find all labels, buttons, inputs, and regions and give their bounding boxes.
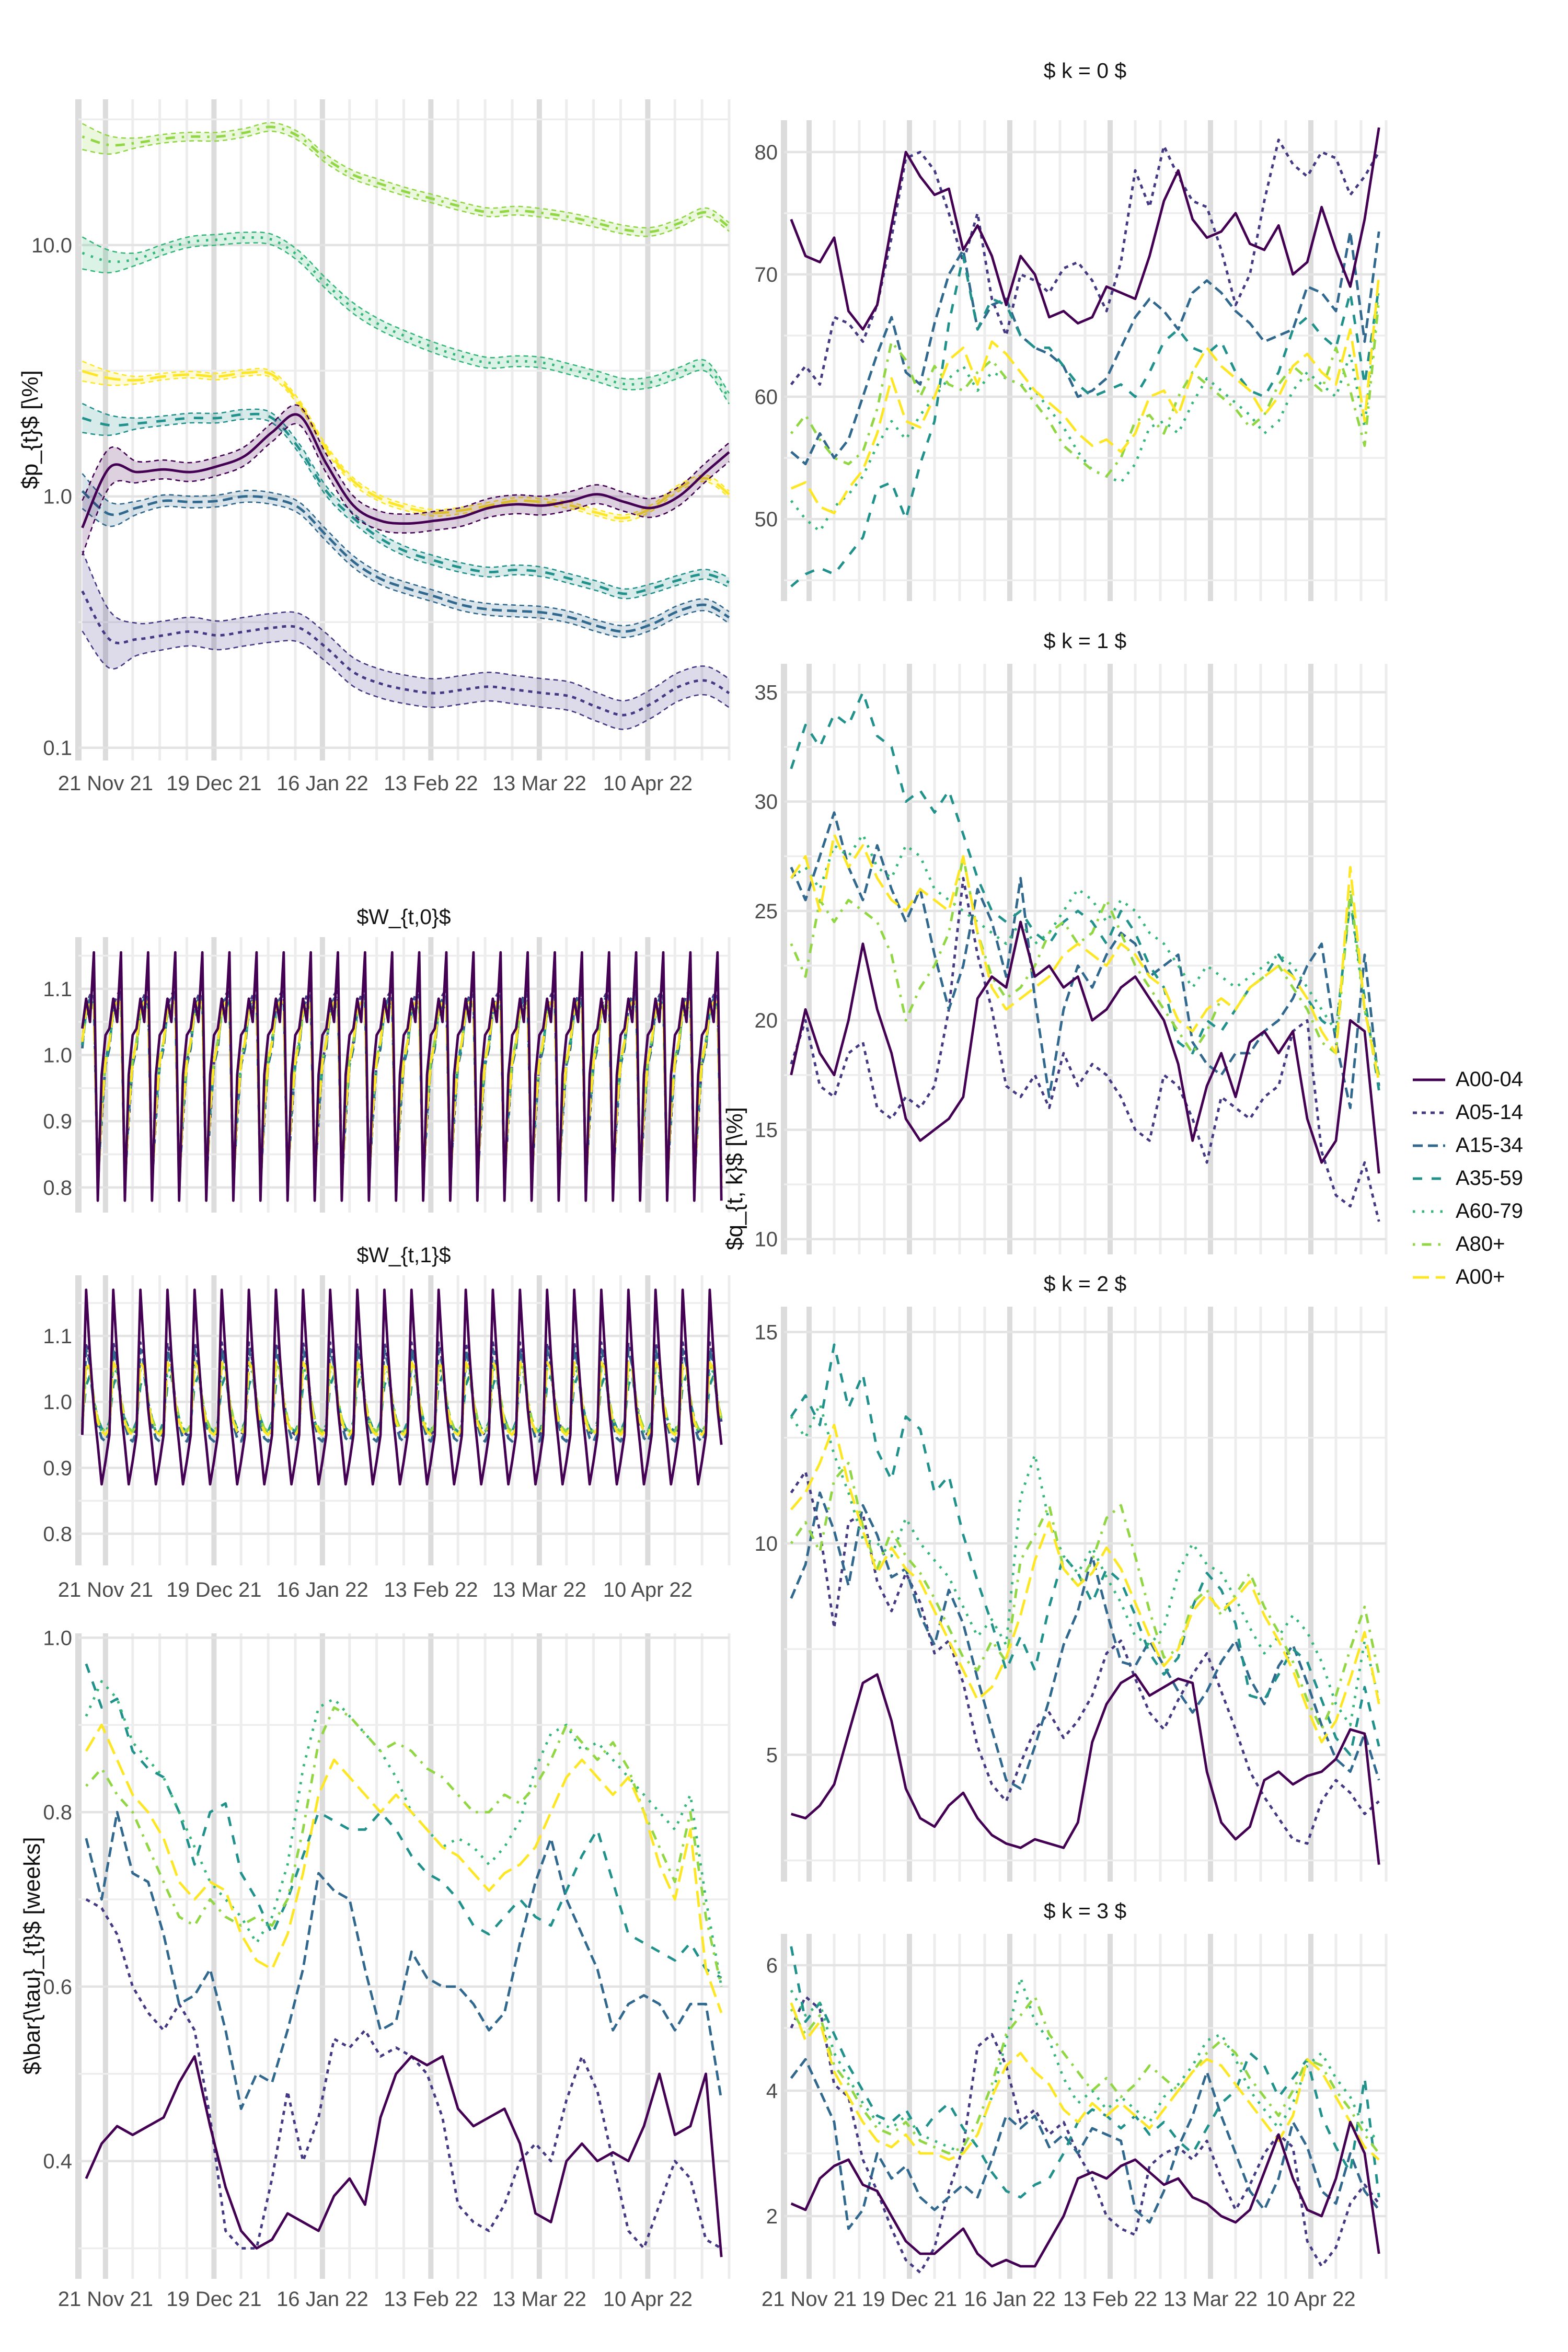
svg-text:16 Jan 22: 16 Jan 22 <box>276 2288 368 2311</box>
legend-label: A15-34 <box>1456 1134 1523 1157</box>
legend-line-icon <box>1413 1177 1445 1180</box>
panel-title-k1: $ k = 1 $ <box>1043 629 1127 653</box>
svg-text:1.0: 1.0 <box>43 1627 72 1650</box>
svg-text:0.4: 0.4 <box>43 2150 72 2173</box>
svg-text:2: 2 <box>766 2205 778 2228</box>
legend-line-icon <box>1413 1276 1445 1278</box>
panel-title-k3: $ k = 3 $ <box>1043 1899 1127 1923</box>
svg-text:70: 70 <box>755 263 778 286</box>
svg-text:10 Apr 22: 10 Apr 22 <box>603 1578 693 1601</box>
legend-item: A60-79 <box>1413 1195 1523 1228</box>
svg-text:10 Apr 22: 10 Apr 22 <box>603 772 693 795</box>
svg-text:1.1: 1.1 <box>43 978 72 1001</box>
svg-text:13 Mar 22: 13 Mar 22 <box>492 772 586 795</box>
svg-text:13 Mar 22: 13 Mar 22 <box>492 1578 586 1601</box>
svg-text:0.8: 0.8 <box>43 1523 72 1546</box>
svg-text:1.0: 1.0 <box>43 1391 72 1414</box>
legend-label: A35-59 <box>1456 1167 1523 1190</box>
legend-item: A05-14 <box>1413 1096 1523 1129</box>
svg-text:0.1: 0.1 <box>43 737 72 760</box>
svg-text:80: 80 <box>755 141 778 164</box>
legend-label: A00-04 <box>1456 1068 1523 1091</box>
legend-item: A00-04 <box>1413 1063 1523 1096</box>
legend-line-icon <box>1413 1144 1445 1147</box>
svg-text:1.0: 1.0 <box>43 1044 72 1067</box>
svg-text:21 Nov 21: 21 Nov 21 <box>58 772 153 795</box>
svg-text:1.1: 1.1 <box>43 1325 72 1348</box>
svg-text:1.0: 1.0 <box>43 486 72 509</box>
svg-text:50: 50 <box>755 508 778 531</box>
svg-text:10.0: 10.0 <box>31 234 72 257</box>
legend-item: A80+ <box>1413 1228 1523 1261</box>
legend-line-icon <box>1413 1078 1445 1081</box>
svg-text:13 Feb 22: 13 Feb 22 <box>384 2288 478 2311</box>
legend: A00-04 A05-14 A15-34 A35-59 A60-79 A80+ … <box>1413 1063 1523 1294</box>
svg-text:15: 15 <box>755 1119 778 1142</box>
svg-text:4: 4 <box>766 2080 778 2103</box>
svg-text:19 Dec 21: 19 Dec 21 <box>166 772 261 795</box>
legend-line-icon <box>1413 1210 1445 1213</box>
panel-title-w1: $W_{t,1}$ <box>356 1243 451 1267</box>
svg-text:20: 20 <box>755 1009 778 1032</box>
svg-text:10 Apr 22: 10 Apr 22 <box>1266 2288 1355 2311</box>
svg-text:19 Dec 21: 19 Dec 21 <box>166 1578 261 1601</box>
svg-text:13 Mar 22: 13 Mar 22 <box>492 2288 586 2311</box>
svg-text:16 Jan 22: 16 Jan 22 <box>276 772 368 795</box>
svg-text:10 Apr 22: 10 Apr 22 <box>603 2288 693 2311</box>
legend-label: A60-79 <box>1456 1200 1523 1223</box>
svg-text:16 Jan 22: 16 Jan 22 <box>276 1578 368 1601</box>
panel-title-k2: $ k = 2 $ <box>1043 1272 1127 1296</box>
svg-text:25: 25 <box>755 900 778 923</box>
svg-text:19 Dec 21: 19 Dec 21 <box>166 2288 261 2311</box>
svg-text:0.8: 0.8 <box>43 1801 72 1824</box>
legend-label: A05-14 <box>1456 1101 1523 1124</box>
svg-text:0.9: 0.9 <box>43 1457 72 1480</box>
y-axis-label-tau: $\bar{\tau}_{t}$ [weeks] <box>19 1837 45 2075</box>
svg-text:13 Feb 22: 13 Feb 22 <box>384 772 478 795</box>
svg-text:0.6: 0.6 <box>43 1976 72 1999</box>
legend-label: A00+ <box>1456 1265 1505 1288</box>
svg-text:13 Mar 22: 13 Mar 22 <box>1163 2288 1258 2311</box>
svg-text:15: 15 <box>755 1321 778 1344</box>
legend-label: A80+ <box>1456 1232 1505 1255</box>
svg-text:5: 5 <box>766 1744 778 1767</box>
svg-text:10: 10 <box>755 1228 778 1251</box>
legend-line-icon <box>1413 1111 1445 1114</box>
svg-text:0.9: 0.9 <box>43 1110 72 1133</box>
svg-text:21 Nov 21: 21 Nov 21 <box>58 2288 153 2311</box>
legend-item: A15-34 <box>1413 1129 1523 1162</box>
svg-text:21 Nov 21: 21 Nov 21 <box>58 1578 153 1601</box>
svg-text:10: 10 <box>755 1532 778 1555</box>
svg-text:21 Nov 21: 21 Nov 21 <box>762 2288 857 2311</box>
svg-text:60: 60 <box>755 386 778 409</box>
svg-text:19 Dec 21: 19 Dec 21 <box>862 2288 957 2311</box>
legend-line-icon <box>1413 1243 1445 1246</box>
panel-title-k0: $ k = 0 $ <box>1043 59 1127 83</box>
svg-text:0.8: 0.8 <box>43 1177 72 1200</box>
svg-text:13 Feb 22: 13 Feb 22 <box>384 1578 478 1601</box>
svg-text:13 Feb 22: 13 Feb 22 <box>1063 2288 1157 2311</box>
y-axis-label-q: $q_{t, k}$ [\%] <box>722 1107 747 1250</box>
svg-text:30: 30 <box>755 791 778 814</box>
svg-text:16 Jan 22: 16 Jan 22 <box>964 2288 1056 2311</box>
legend-item: A35-59 <box>1413 1162 1523 1195</box>
svg-text:35: 35 <box>755 681 778 704</box>
panel-title-w0: $W_{t,0}$ <box>356 905 451 929</box>
y-axis-label-p: $p_{t}$ [\%] <box>17 370 43 489</box>
legend-item: A00+ <box>1413 1261 1523 1294</box>
svg-text:6: 6 <box>766 1954 778 1977</box>
